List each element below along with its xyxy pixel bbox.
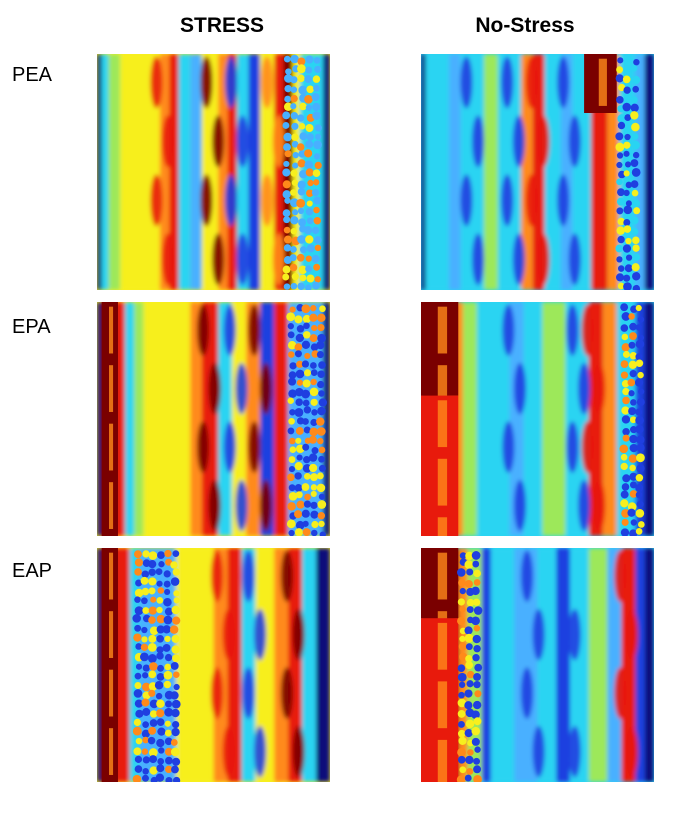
row-label-eap: EAP (12, 560, 53, 582)
heatmap-stress-epa (97, 302, 330, 536)
heatmap-no-stress-epa (421, 302, 654, 536)
heatmap-no-stress-pea (421, 54, 654, 290)
heatmap-stress-pea (97, 54, 330, 290)
row-label-epa: EPA (12, 316, 51, 338)
heatmap-no-stress-eap (421, 548, 654, 782)
column-title-no-stress: No-Stress (475, 14, 575, 37)
column-title-stress: STRESS (179, 14, 265, 37)
heatmap-stress-eap (97, 548, 330, 782)
row-label-pea: PEA (12, 64, 53, 86)
